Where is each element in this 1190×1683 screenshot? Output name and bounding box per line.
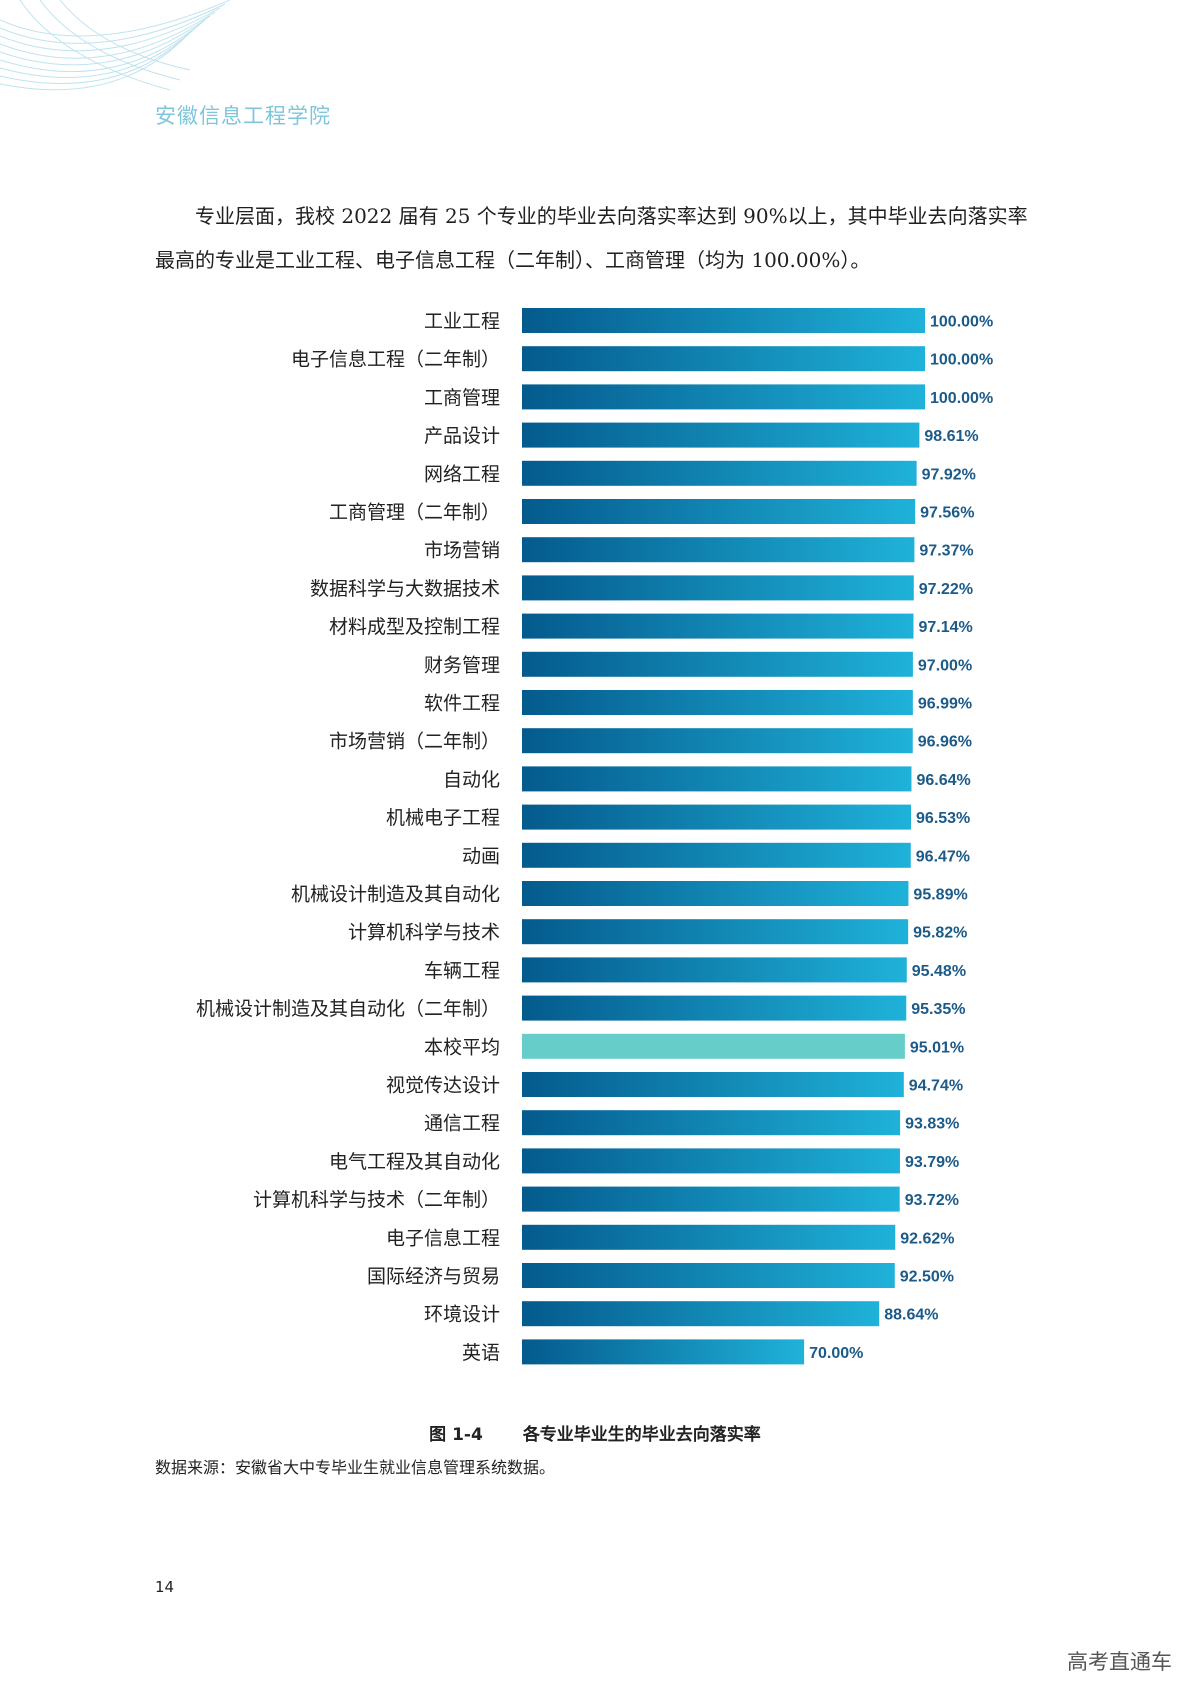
bar xyxy=(522,1224,896,1250)
category-label: 产品设计 xyxy=(424,425,500,447)
category-label: 电子信息工程 xyxy=(386,1227,500,1249)
value-label: 96.99% xyxy=(918,696,972,713)
bar xyxy=(522,384,925,410)
category-label: 本校平均 xyxy=(424,1036,500,1058)
bar xyxy=(522,613,914,639)
header-wave-decoration xyxy=(0,0,230,91)
data-source-note: 数据来源：安徽省大中专毕业生就业信息管理系统数据。 xyxy=(155,1458,556,1477)
bar xyxy=(522,1339,805,1365)
value-label: 97.56% xyxy=(920,505,974,522)
bar xyxy=(522,1110,901,1136)
category-label: 机械设计制造及其自动化 xyxy=(291,884,500,906)
value-label: 95.82% xyxy=(913,925,967,942)
bar xyxy=(522,804,912,830)
bar xyxy=(522,346,925,372)
bar xyxy=(522,728,913,754)
value-label: 98.61% xyxy=(924,428,978,445)
figure-title: 各专业毕业生的毕业去向落实率 xyxy=(522,1425,761,1445)
category-label: 工业工程 xyxy=(424,311,500,333)
value-label: 97.14% xyxy=(918,619,972,636)
category-label: 自动化 xyxy=(443,769,500,791)
value-label: 97.00% xyxy=(918,657,972,674)
bar xyxy=(522,1263,895,1288)
category-label: 数据科学与大数据技术 xyxy=(310,578,500,600)
category-label: 通信工程 xyxy=(424,1113,500,1135)
bar xyxy=(522,957,907,983)
category-label: 车辆工程 xyxy=(424,960,500,982)
bar xyxy=(522,422,920,448)
major-placement-bar-chart: 工业工程 100.00% 电子信息工程（二年制） 100.00% 工商管理 100.00%… xyxy=(196,308,993,1365)
bar xyxy=(522,881,909,906)
value-label: 100.00% xyxy=(930,352,993,369)
value-label: 95.89% xyxy=(913,887,967,904)
value-label: 95.48% xyxy=(912,963,966,980)
category-label: 工商管理（二年制） xyxy=(329,502,500,524)
category-label: 市场营销（二年制） xyxy=(329,731,500,753)
category-label: 计算机科学与技术 xyxy=(348,922,500,944)
category-label: 网络工程 xyxy=(424,463,500,485)
bar xyxy=(522,1301,880,1327)
category-label: 机械电子工程 xyxy=(386,807,500,829)
value-label: 100.00% xyxy=(930,314,993,331)
category-label: 国际经济与贸易 xyxy=(367,1266,500,1288)
bar xyxy=(522,460,917,486)
category-label: 动画 xyxy=(462,845,500,867)
category-label: 工商管理 xyxy=(424,387,500,409)
bar xyxy=(522,690,913,715)
value-label: 97.92% xyxy=(922,466,976,483)
bar xyxy=(522,1072,904,1097)
bar xyxy=(522,1148,900,1174)
figure-number: 图 1-4 xyxy=(429,1425,483,1445)
value-label: 93.72% xyxy=(905,1192,959,1209)
bar xyxy=(522,766,912,792)
value-label: 70.00% xyxy=(809,1345,863,1362)
value-label: 93.83% xyxy=(905,1116,959,1133)
value-label: 100.00% xyxy=(930,390,993,407)
value-label: 96.64% xyxy=(916,772,970,789)
watermark: 高考直通车 xyxy=(1067,1650,1172,1674)
category-label: 市场营销 xyxy=(424,540,500,562)
category-label: 环境设计 xyxy=(424,1304,500,1326)
category-label: 计算机科学与技术（二年制） xyxy=(253,1189,500,1211)
bar xyxy=(522,1186,900,1212)
category-label: 英语 xyxy=(462,1342,500,1364)
value-label: 88.64% xyxy=(884,1307,938,1324)
value-label: 92.62% xyxy=(900,1230,954,1247)
value-label: 93.79% xyxy=(905,1154,959,1171)
category-label: 机械设计制造及其自动化（二年制） xyxy=(196,998,500,1020)
bar xyxy=(522,842,911,868)
average-bar xyxy=(522,1033,905,1059)
value-label: 95.35% xyxy=(911,1001,965,1018)
bar xyxy=(522,651,913,677)
bar xyxy=(522,575,914,601)
category-label: 软件工程 xyxy=(424,693,500,715)
value-label: 96.47% xyxy=(916,848,970,865)
category-label: 材料成型及控制工程 xyxy=(329,616,500,638)
value-label: 97.37% xyxy=(919,543,973,560)
value-label: 92.50% xyxy=(900,1269,954,1286)
intro-paragraph: 专业层面，我校 2022 届有 25 个专业的毕业去向落实率达到 90%以上，其… xyxy=(155,204,1028,272)
bar xyxy=(522,499,916,524)
value-label: 94.74% xyxy=(909,1078,963,1095)
value-label: 95.01% xyxy=(910,1039,964,1056)
figure-caption: 图 1-4 各专业毕业生的毕业去向落实率 xyxy=(0,1420,1190,1445)
bar xyxy=(522,919,909,945)
value-label: 97.22% xyxy=(919,581,973,598)
bar xyxy=(522,537,915,563)
category-label: 电气工程及其自动化 xyxy=(329,1151,500,1173)
value-label: 96.96% xyxy=(918,734,972,751)
category-label: 视觉传达设计 xyxy=(386,1075,500,1097)
page-number: 14 xyxy=(155,1578,175,1596)
bar xyxy=(522,308,925,333)
bar xyxy=(522,995,907,1021)
category-label: 财务管理 xyxy=(424,654,500,676)
category-label: 电子信息工程（二年制） xyxy=(291,349,500,371)
value-label: 96.53% xyxy=(916,810,970,827)
school-name: 安徽信息工程学院 xyxy=(155,104,331,128)
